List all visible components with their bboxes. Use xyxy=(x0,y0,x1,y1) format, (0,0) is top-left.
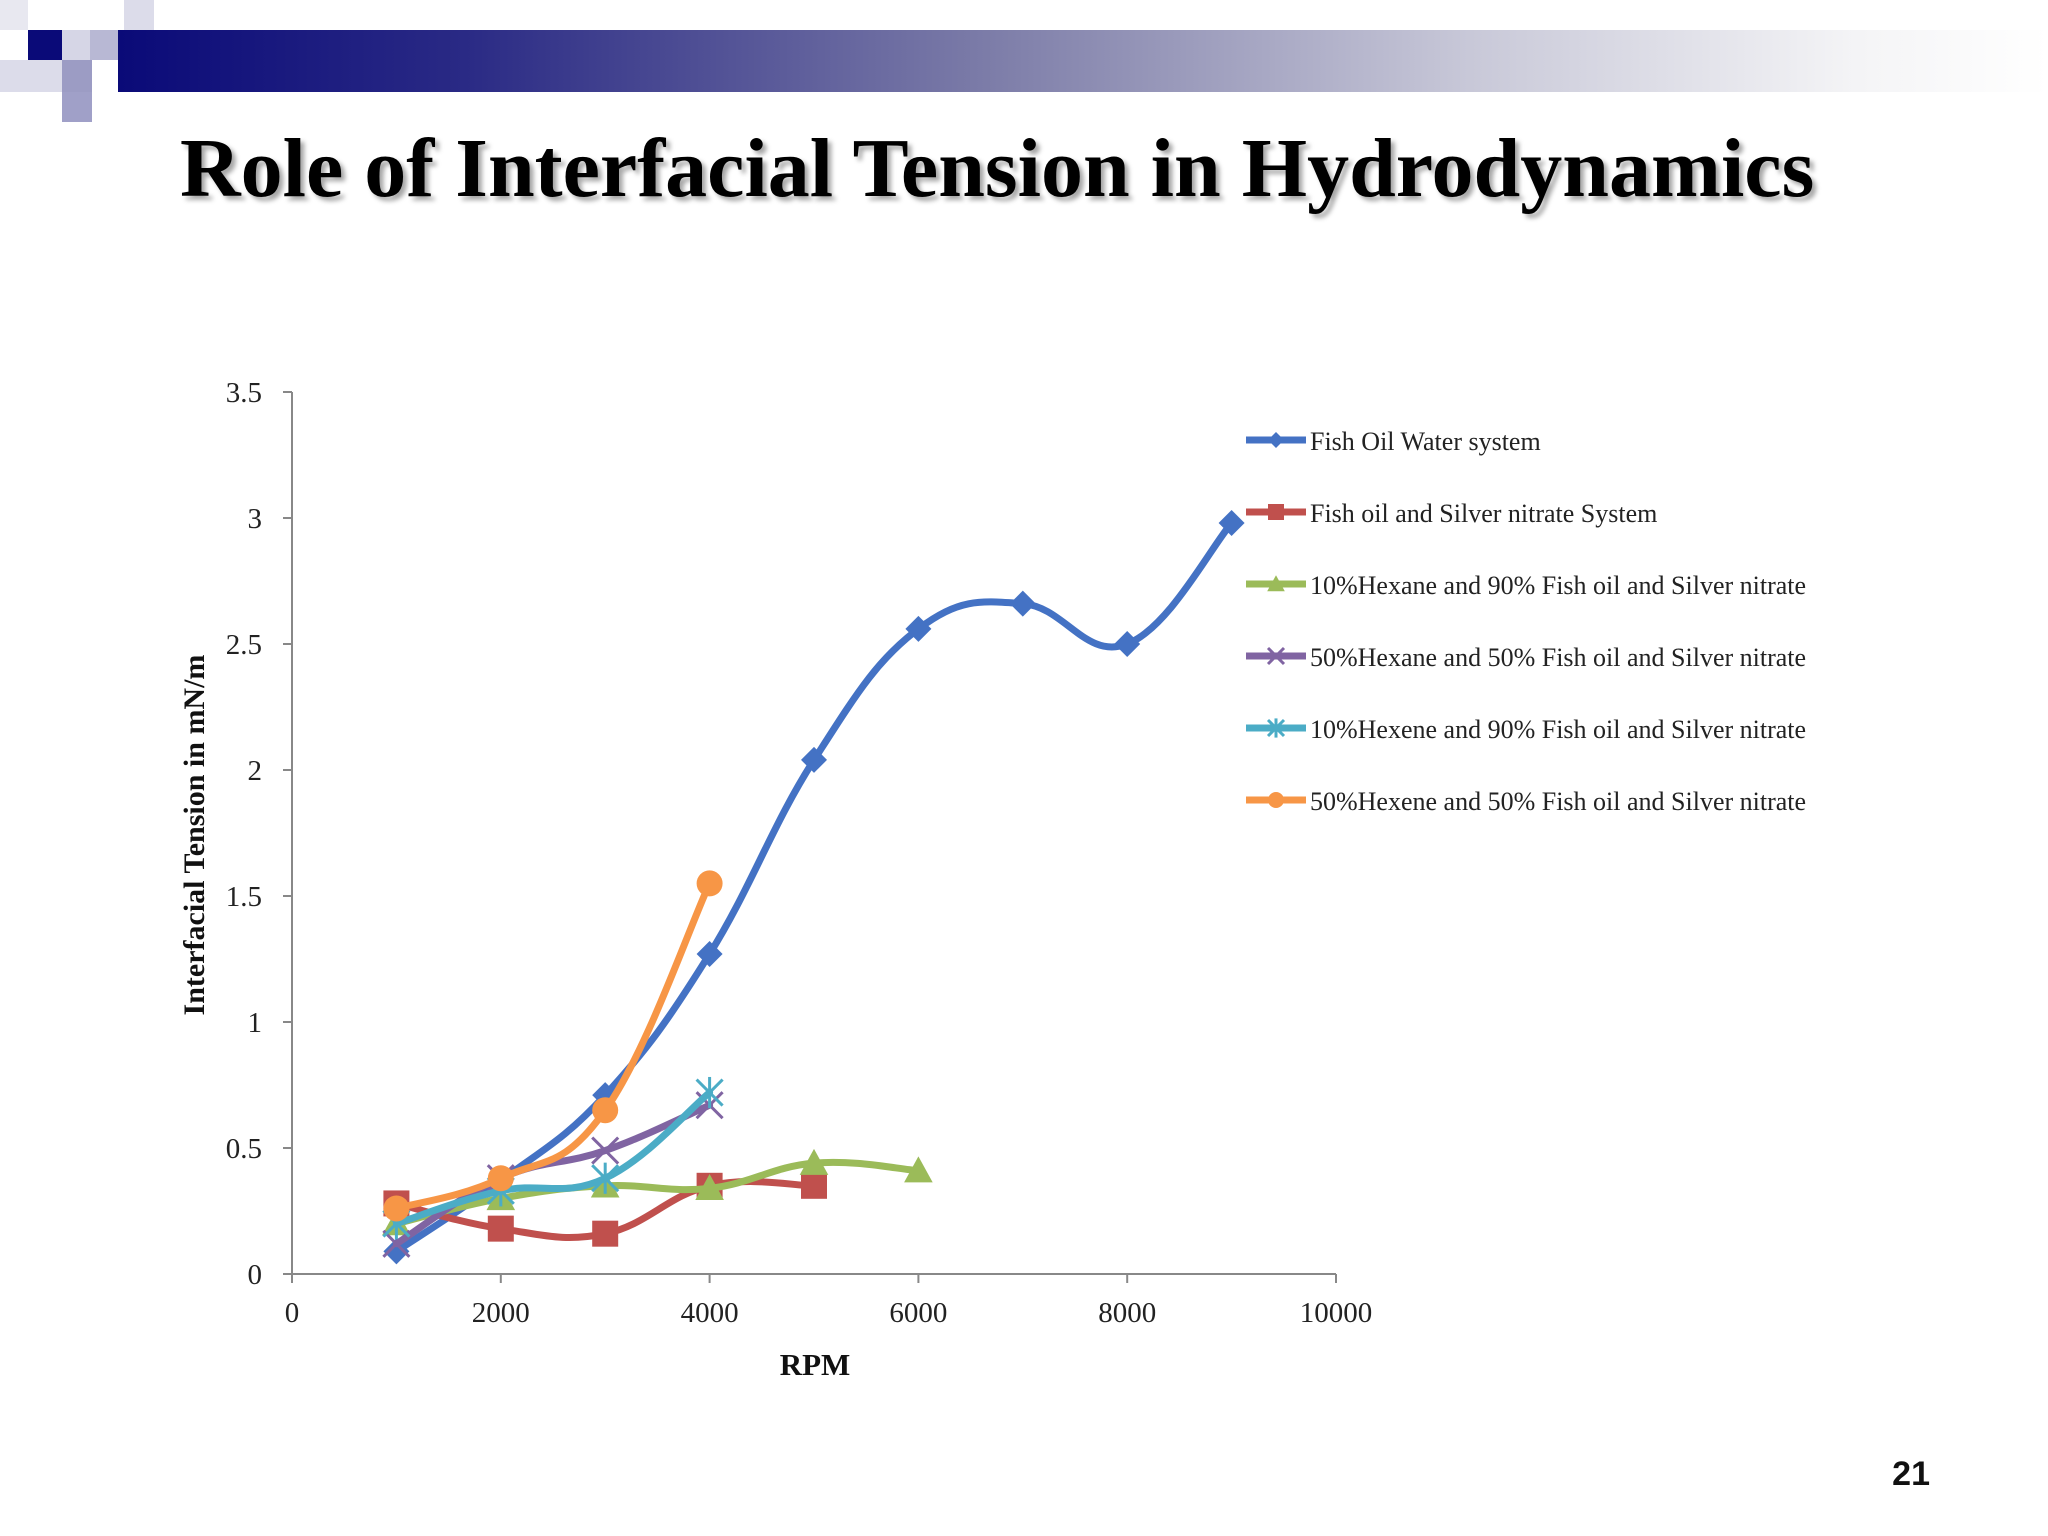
x-axis-title: RPM xyxy=(780,1347,851,1382)
series-line xyxy=(392,879,714,1212)
data-point xyxy=(695,1174,724,1201)
data-point xyxy=(592,1220,619,1247)
legend-item: 50%Hexene and 50% Fish oil and Silver ni… xyxy=(1246,787,1806,816)
data-point xyxy=(382,1229,411,1258)
legend-marker xyxy=(1268,504,1284,520)
legend-label: Fish oil and Silver nitrate System xyxy=(1310,499,1657,528)
series-6 xyxy=(383,870,723,1222)
data-point xyxy=(487,1215,514,1242)
legend-marker xyxy=(1266,646,1286,666)
legend: Fish Oil Water system Fish oil and Silver… xyxy=(1246,427,1806,816)
data-point xyxy=(696,940,723,967)
y-tick-label: 1.5 xyxy=(226,881,262,913)
series-4 xyxy=(382,1091,724,1258)
y-tick-label: 2 xyxy=(248,755,263,787)
legend-label: 50%Hexane and 50% Fish oil and Silver ni… xyxy=(1310,643,1806,672)
data-point xyxy=(1114,631,1141,657)
data-point xyxy=(801,1172,827,1199)
y-tick-label: 3 xyxy=(248,503,263,535)
x-tick-label: 8000 xyxy=(1098,1297,1156,1329)
legend-item: 10%Hexane and 90% Fish oil and Silver ni… xyxy=(1246,571,1806,600)
data-point xyxy=(799,1148,829,1175)
legend-label: 10%Hexane and 90% Fish oil and Silver ni… xyxy=(1310,571,1806,600)
data-point xyxy=(695,1076,724,1109)
page-number: 21 xyxy=(1892,1455,1930,1493)
corner-square-4 xyxy=(90,30,118,60)
corner-square-3 xyxy=(62,30,90,60)
legend-item: 10%Hexene and 90% Fish oil and Silver ni… xyxy=(1246,715,1806,744)
data-point xyxy=(591,1162,620,1194)
series-line xyxy=(392,519,1236,1255)
data-point xyxy=(801,746,827,773)
legend-label: Fish Oil Water system xyxy=(1310,427,1541,456)
y-tick-label: 0 xyxy=(248,1259,263,1291)
y-tick-label: 2.5 xyxy=(226,629,262,661)
x-tick-label: 10000 xyxy=(1300,1297,1373,1329)
corner-square-1 xyxy=(0,0,28,30)
slide-title: Role of Interfacial Tension in Hydrodyna… xyxy=(180,122,1815,215)
y-axis-title: Interfacial Tension in mN/m xyxy=(178,655,211,1016)
data-point xyxy=(591,1136,620,1165)
legend-marker xyxy=(1268,792,1284,808)
corner-square-2 xyxy=(28,30,62,60)
data-point xyxy=(1218,510,1245,537)
legend-marker xyxy=(1266,718,1286,738)
data-point xyxy=(904,1156,933,1183)
series-layer xyxy=(382,510,1245,1265)
corner-square-7 xyxy=(62,92,92,122)
corner-square-5 xyxy=(0,60,62,92)
data-point xyxy=(1009,590,1036,617)
data-point xyxy=(905,615,932,642)
legend-item: Fish oil and Silver nitrate System xyxy=(1246,499,1657,528)
legend-item: Fish Oil Water system xyxy=(1246,427,1541,456)
data-point xyxy=(383,1238,410,1265)
data-point xyxy=(696,870,723,897)
x-tick-label: 2000 xyxy=(472,1297,530,1329)
corner-square-8 xyxy=(124,0,154,30)
legend-marker xyxy=(1268,432,1284,448)
corner-square-6 xyxy=(62,60,92,92)
axes: 0 2000 4000 6000 8000 10000 0 0.5 1 1.5 2 2.5 3 3.5 xyxy=(226,377,1373,1329)
legend-label: 50%Hexene and 50% Fish oil and Silver ni… xyxy=(1310,787,1806,816)
x-tick-label: 0 xyxy=(285,1297,300,1329)
y-tick-label: 3.5 xyxy=(226,377,262,409)
y-tick-label: 1 xyxy=(248,1007,263,1039)
series-line xyxy=(392,1089,714,1228)
x-tick-label: 4000 xyxy=(681,1297,739,1329)
legend-label: 10%Hexene and 90% Fish oil and Silver ni… xyxy=(1310,715,1806,744)
data-point xyxy=(487,1165,514,1192)
data-point xyxy=(383,1195,410,1222)
data-point xyxy=(592,1097,619,1124)
header-band xyxy=(118,30,2048,92)
legend-marker xyxy=(1267,575,1285,592)
x-tick-label: 6000 xyxy=(889,1297,947,1329)
legend-item: 50%Hexane and 50% Fish oil and Silver ni… xyxy=(1246,643,1806,672)
y-tick-label: 0.5 xyxy=(226,1133,262,1165)
series-line xyxy=(392,1158,922,1228)
